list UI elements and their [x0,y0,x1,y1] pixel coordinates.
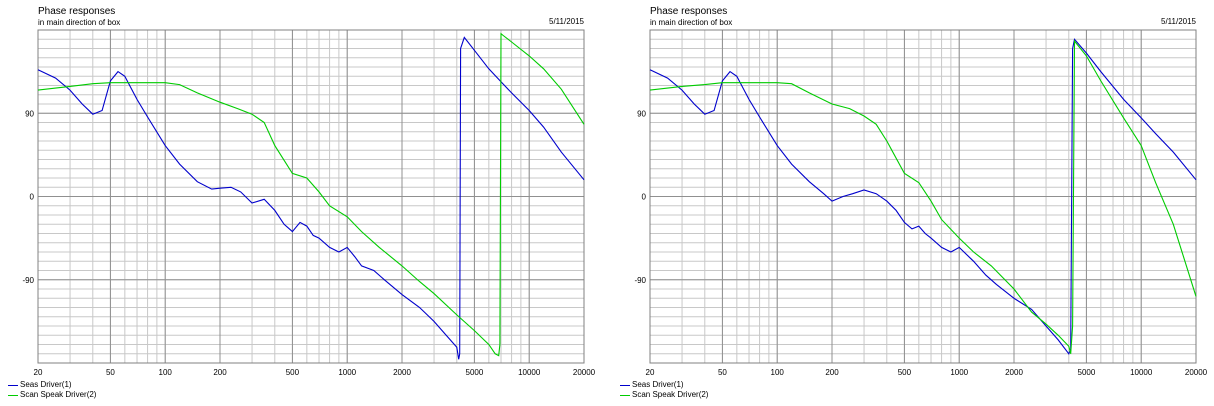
chart-plot: 20 50 100 200 500 1000 2000 5000 10000 20000 90 0 -9… [22,29,596,377]
legend-label: Seas Driver(1) [632,380,684,389]
x-tick-label: 100 [159,368,173,377]
series-line [37,32,585,357]
legend-entry-scan-speak: Scan Speak Driver(2) [8,390,96,400]
chart-subtitle: in main direction of box [650,18,733,27]
legend-label: Scan Speak Driver(2) [632,390,709,399]
y-tick-label: 0 [30,193,35,202]
series-line [649,39,1197,354]
x-tick-label: 20 [646,368,655,377]
x-tick-label: 500 [898,368,912,377]
plot-frame [649,29,1197,364]
x-tick-label: 1000 [950,368,968,377]
x-tick-label: 50 [106,368,115,377]
legend-swatch [8,384,18,386]
y-tick-label: -90 [22,276,34,285]
plot-frame [37,29,585,364]
chart-title: Phase responses [650,6,728,17]
x-tick-label: 200 [825,368,839,377]
chart-legend: Seas Driver(1) Scan Speak Driver(2) [620,380,708,400]
y-tick-label: 0 [642,193,647,202]
legend-swatch [620,394,630,396]
y-tick-label: 90 [637,109,646,118]
x-tick-label: 200 [213,368,227,377]
x-tick-label: 100 [771,368,785,377]
legend-label: Seas Driver(1) [20,380,72,389]
x-tick-label: 10000 [1130,368,1153,377]
series-line [649,38,1197,355]
x-tick-label: 20000 [573,368,596,377]
legend-label: Scan Speak Driver(2) [20,390,97,399]
x-tick-label: 5000 [466,368,484,377]
legend-entry-scan-speak: Scan Speak Driver(2) [620,390,708,400]
chart-subtitle: in main direction of box [38,18,121,27]
legend-entry-seas: Seas Driver(1) [620,380,708,390]
x-tick-label: 500 [286,368,300,377]
x-tick-label: 10000 [518,368,541,377]
legend-entry-seas: Seas Driver(1) [8,380,96,390]
y-tick-label: 90 [25,109,34,118]
x-tick-label: 5000 [1078,368,1096,377]
x-tick-label: 20000 [1185,368,1208,377]
chart-date: 5/11/2015 [549,17,584,26]
legend-swatch [8,394,18,396]
y-tick-label: -90 [634,276,646,285]
chart-plot: 20 50 100 200 500 1000 2000 5000 10000 20000 90 0 -9… [634,29,1208,377]
legend-swatch [620,384,630,386]
chart-title: Phase responses [38,6,116,17]
x-tick-label: 1000 [338,368,356,377]
series-line [37,36,585,360]
x-tick-label: 50 [718,368,727,377]
chart-panel-2: Phase responses in main direction of box… [612,0,1212,406]
x-tick-label: 2000 [1005,368,1023,377]
x-tick-label: 2000 [393,368,411,377]
x-tick-label: 20 [34,368,43,377]
chart-date: 5/11/2015 [1161,17,1196,26]
chart-legend: Seas Driver(1) Scan Speak Driver(2) [8,380,96,400]
chart-panel-1: Phase responses in main direction of box… [0,0,600,406]
